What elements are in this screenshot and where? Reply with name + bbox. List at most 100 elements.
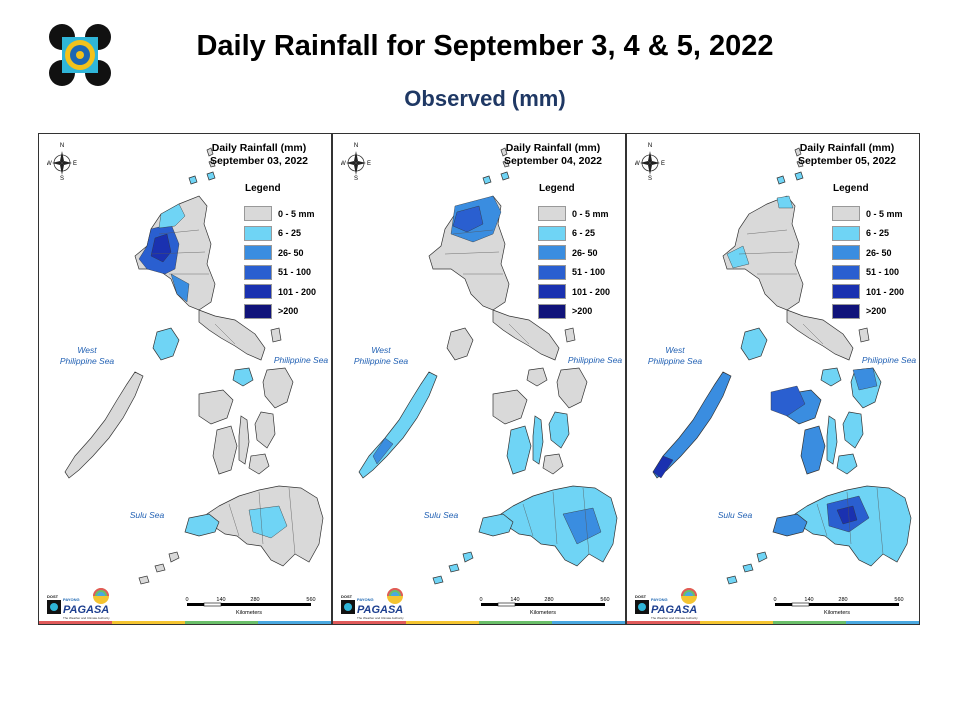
legend-label: 51 - 100 — [278, 267, 312, 278]
philippine-sea-label: Philippine Sea — [567, 355, 623, 365]
island-sulu — [432, 551, 474, 585]
legend-item: 0 - 5 mm — [244, 204, 316, 224]
scale-tick: 280 — [838, 597, 847, 603]
compass-n: N — [354, 143, 358, 149]
logo-dost-text: DOST — [635, 594, 647, 599]
logo-dost-text: DOST — [341, 594, 353, 599]
legend-swatch — [538, 284, 566, 300]
scale-bar: 0 140 280 560 Kilometers — [773, 597, 903, 616]
island-bohol — [248, 453, 270, 475]
province-boundary — [802, 323, 824, 345]
panel-title-line1: Daily Rainfall (mm) — [799, 142, 895, 154]
legend-swatch — [832, 245, 860, 261]
west-sea-line1: West — [371, 345, 391, 355]
island-masbate — [820, 367, 842, 387]
scale-bar: 0 140 280 560 Kilometers — [185, 597, 315, 616]
island-masbate — [232, 367, 254, 387]
logo-pagasa-text: PAGASA — [651, 604, 697, 616]
island-negros — [506, 425, 532, 475]
compass-rose-icon: N S W E — [341, 143, 371, 180]
island-catanduanes — [858, 327, 870, 343]
logo-tagline-text: The Weather and Climate Authority — [63, 616, 110, 620]
legend-swatch — [832, 264, 860, 280]
scale-tick: 140 — [804, 597, 813, 603]
province-boundary — [228, 503, 240, 537]
logo-payong-text: PAYONG — [651, 597, 668, 602]
legend-label: 26- 50 — [866, 247, 892, 258]
legend-item: 101 - 200 — [244, 282, 316, 302]
island-masbate — [526, 367, 548, 387]
scale-tick: 280 — [544, 597, 553, 603]
rainfall-zone — [852, 367, 878, 391]
scale-tick: 560 — [306, 597, 315, 603]
legend-item: 26- 50 — [538, 243, 610, 263]
philippine-sea-label: Philippine Sea — [861, 355, 917, 365]
west-philippine-sea-label: West Philippine Sea — [57, 345, 117, 367]
rainfall-zone — [372, 437, 394, 465]
legend-swatch — [832, 225, 860, 241]
rainfall-zone — [452, 205, 484, 233]
island-samar — [556, 367, 588, 409]
island-bicol — [198, 309, 266, 361]
rainfall-zone — [776, 195, 794, 209]
legend-swatch — [538, 245, 566, 261]
legend-label: >200 — [278, 306, 299, 317]
west-philippine-sea-label: West Philippine Sea — [351, 345, 411, 367]
island-palawan — [64, 371, 144, 479]
rainfall-map-panel-sep-03: N S W E Daily Rainfall (mm) September 03… — [38, 133, 332, 625]
province-boundary — [582, 487, 590, 555]
compass-s: S — [648, 176, 652, 180]
scale-unit: Kilometers — [824, 610, 850, 616]
scale-unit: Kilometers — [530, 610, 556, 616]
island-zambo — [184, 513, 220, 537]
west-sea-line1: West — [77, 345, 97, 355]
legend-swatch — [244, 284, 272, 300]
province-boundary — [452, 229, 494, 235]
legend: 0 - 5 mm 6 - 25 26- 50 51 - 100 101 - 20… — [832, 204, 904, 321]
brand-color-bar — [39, 621, 331, 624]
province-boundary — [876, 487, 884, 555]
legend-swatch — [832, 284, 860, 300]
scale-tick: 560 — [600, 597, 609, 603]
island-panay — [492, 389, 528, 425]
rainfall-zone — [562, 507, 602, 545]
island-panay — [198, 389, 234, 425]
scale-tick: 280 — [250, 597, 259, 603]
rainfall-zone — [770, 385, 806, 417]
compass-e: E — [661, 161, 665, 167]
island-negros — [800, 425, 826, 475]
rainfall-map-panel-sep-05: N S W E Daily Rainfall (mm) September 05… — [626, 133, 920, 625]
legend-item: >200 — [832, 302, 904, 322]
panel-title-date: September 04, 2022 — [503, 155, 603, 167]
legend-swatch — [244, 303, 272, 319]
panel-title-date: September 05, 2022 — [797, 155, 897, 167]
island-cebu — [532, 415, 544, 465]
rainfall-zone — [652, 455, 674, 479]
island-bohol — [542, 453, 564, 475]
island-cebu — [238, 415, 250, 465]
panel-title: Daily Rainfall (mm) September 05, 2022 — [777, 142, 917, 168]
island-mindanao — [500, 485, 618, 567]
island-bohol — [836, 453, 858, 475]
legend-swatch — [244, 225, 272, 241]
legend-item: 6 - 25 — [244, 224, 316, 244]
brand-color-bar — [333, 621, 625, 624]
island-palawan — [652, 371, 732, 479]
legend-label: >200 — [572, 306, 593, 317]
legend-swatch — [538, 303, 566, 319]
compass-rose-icon: N S W E — [47, 143, 77, 180]
island-babuyan — [482, 171, 510, 185]
pagasa-logo-icon: DOST PAYONG PAGASA The Weather and Clima… — [341, 588, 404, 620]
scale-tick: 140 — [216, 597, 225, 603]
legend-title: Legend — [245, 183, 281, 194]
province-boundary — [508, 323, 530, 345]
legend-item: >200 — [244, 302, 316, 322]
legend-item: 51 - 100 — [244, 263, 316, 283]
panel-title: Daily Rainfall (mm) September 04, 2022 — [483, 142, 623, 168]
island-cebu — [826, 415, 838, 465]
legend-label: 101 - 200 — [278, 286, 317, 297]
legend-label: 6 - 25 — [278, 228, 302, 239]
legend-item: 0 - 5 mm — [538, 204, 610, 224]
logo-payong-text: PAYONG — [63, 597, 80, 602]
scale-tick: 0 — [185, 597, 188, 603]
